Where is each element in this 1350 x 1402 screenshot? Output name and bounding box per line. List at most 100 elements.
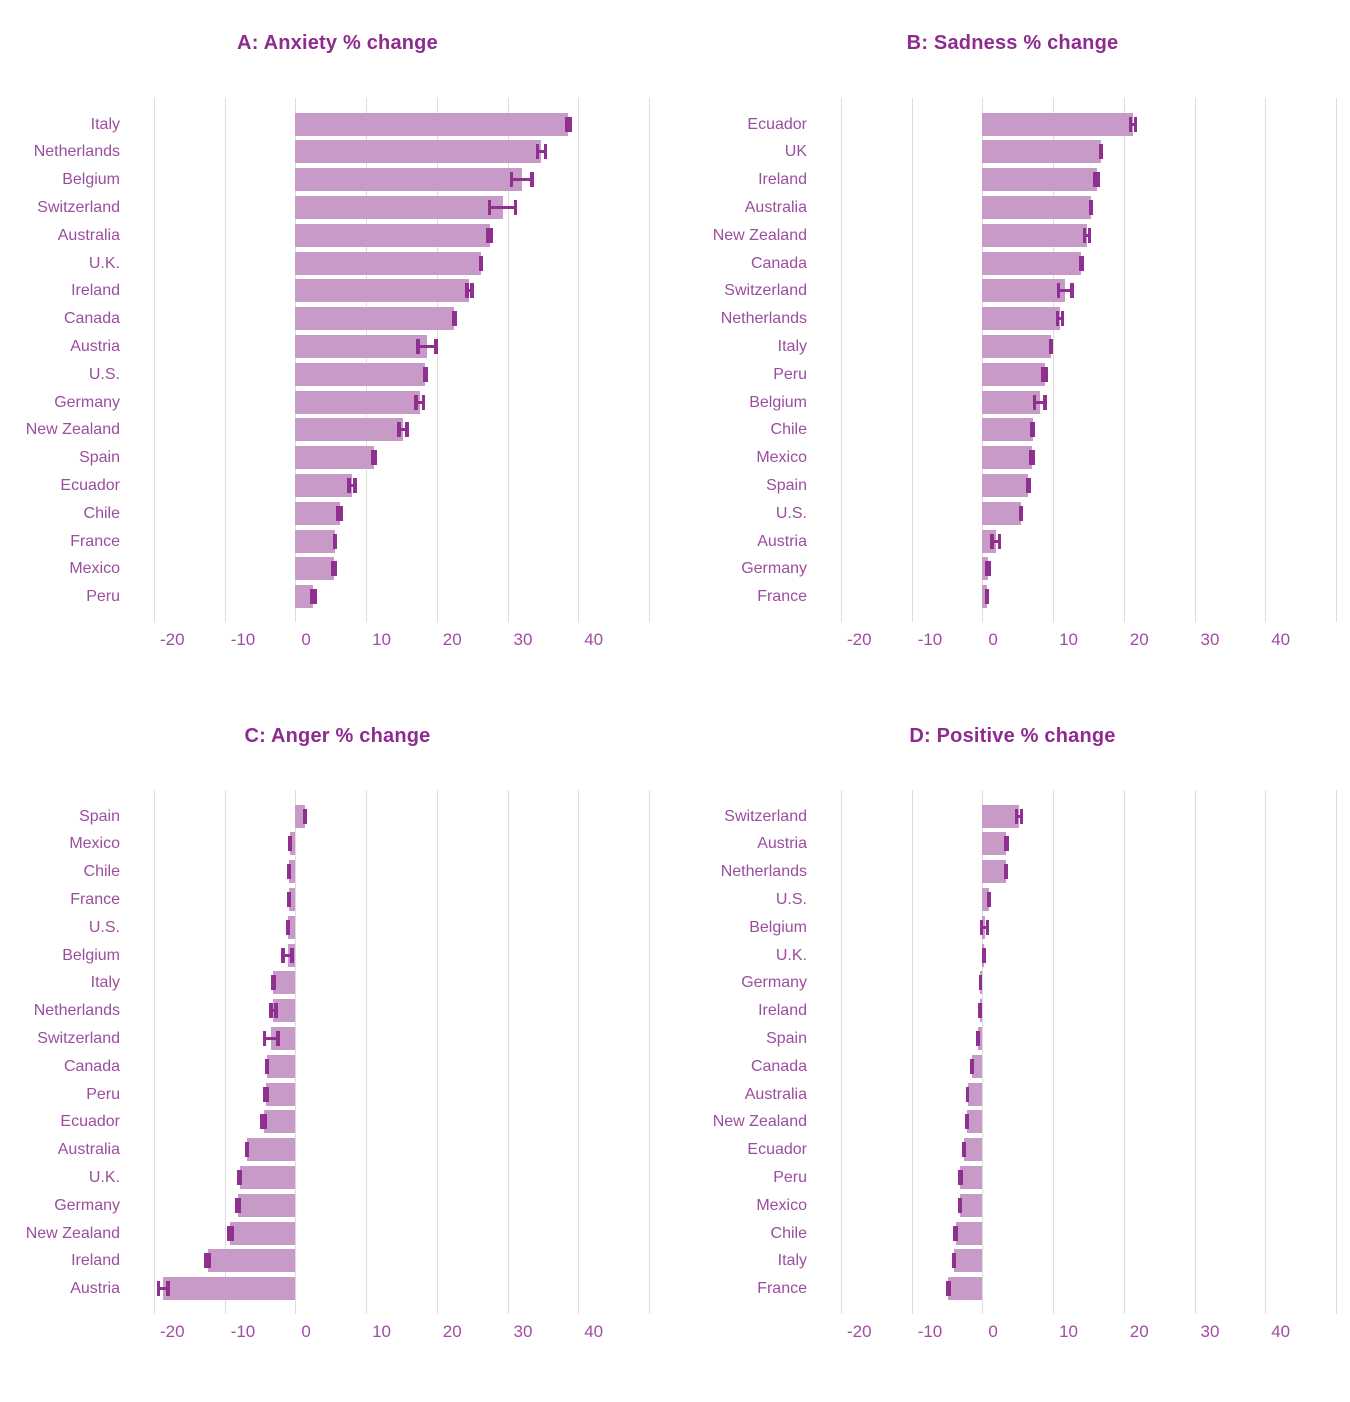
error-bar (281, 953, 294, 957)
gridline (841, 98, 842, 622)
gridline (507, 790, 509, 1314)
error-bar-cap (245, 1142, 250, 1158)
bar-spain (295, 446, 374, 470)
category-label: Germany (741, 974, 807, 992)
gridline (224, 98, 226, 622)
category-label: France (757, 1280, 807, 1298)
gridline (1123, 98, 1125, 622)
error-bar (262, 1036, 280, 1040)
error-bar-cap (451, 311, 456, 327)
error-bar-cap (985, 589, 990, 605)
error-bar-cap (405, 422, 409, 438)
category-label: UK (784, 143, 807, 161)
category-label: Italy (90, 974, 120, 992)
error-bar-cap (985, 561, 989, 577)
panel-anger: C: Anger % change -20 -10 0 10 20 30 40 Spain Me… (0, 700, 675, 1402)
error-bar (336, 511, 344, 515)
tick-label: 30 (513, 629, 533, 649)
category-label: Austria (757, 835, 807, 853)
error-bar-cap (479, 255, 484, 271)
error-bar-cap (987, 891, 991, 907)
error-bar-cap (564, 116, 569, 132)
category-label: Australia (744, 198, 807, 216)
error-bar-cap (990, 533, 994, 549)
error-bar-cap (952, 1253, 957, 1269)
bar-netherlands (273, 999, 296, 1023)
error-bar-cap (416, 338, 420, 354)
bar-switzerland (295, 195, 503, 219)
error-bar-cap (535, 144, 540, 160)
category-label: Spain (79, 449, 120, 467)
tick-label: 10 (1059, 629, 1079, 649)
bar-france (948, 1277, 983, 1301)
bar-canada (295, 307, 455, 331)
error-bar-cap (489, 227, 494, 243)
error-bar-cap (509, 172, 514, 188)
bar-chile (289, 860, 296, 884)
category-label: Ireland (71, 282, 120, 300)
gridline (1194, 790, 1196, 1314)
error-bar-cap (1041, 366, 1045, 382)
gridline (1053, 790, 1055, 1314)
gridline (507, 98, 509, 622)
error-bar-cap (1019, 808, 1024, 824)
error-bar (260, 1120, 268, 1124)
error-bar-cap (286, 919, 290, 935)
gridline (295, 98, 297, 622)
error-bar (1055, 317, 1065, 321)
category-label: New Zealand (25, 421, 120, 439)
category-label: Italy (90, 115, 120, 133)
tick-label: -20 (847, 629, 872, 649)
error-bar-cap (1093, 172, 1097, 188)
tick-label: -20 (160, 1321, 185, 1341)
bar-france (982, 585, 988, 609)
category-label: Ecuador (60, 476, 120, 494)
error-bar-cap (465, 283, 469, 299)
gridline (436, 790, 438, 1314)
bar-italy (982, 334, 1051, 358)
error-bar-cap (543, 144, 548, 160)
error-bar-cap (1056, 283, 1061, 299)
bar-canada (267, 1054, 296, 1078)
gridline (982, 790, 984, 1314)
error-bar-cap (347, 477, 351, 493)
error-bar-cap (265, 1058, 269, 1074)
error-bar (990, 539, 1002, 543)
bar-italy (295, 112, 569, 136)
category-label: U.S. (88, 365, 120, 383)
error-bar-cap (1003, 836, 1008, 852)
category-label: Spain (79, 807, 120, 825)
gridline (911, 98, 913, 622)
tick-label: 10 (372, 1321, 392, 1341)
error-bar-cap (424, 366, 428, 382)
error-bar-cap (235, 1197, 239, 1213)
error-bar-cap (166, 1281, 170, 1297)
tick-label: 0 (988, 629, 998, 649)
category-label: Mexico (756, 449, 807, 467)
category-label: Canada (63, 1057, 120, 1075)
panel-positive-plot: -20 -10 0 10 20 30 40 Switzerland Austria Netherl… (675, 700, 1350, 1402)
bar-italy (954, 1249, 983, 1273)
bar-mexico (982, 446, 1032, 470)
error-bar-cap (487, 199, 492, 215)
error-bar-cap (965, 1086, 970, 1102)
error-bar-cap (260, 1114, 264, 1130)
panel-anxiety: A: Anxiety % change -20 -10 0 10 20 30 40 Italy… (0, 0, 675, 700)
error-bar-cap (1031, 422, 1036, 438)
error-bar (397, 428, 409, 432)
category-label: New Zealand (25, 1224, 120, 1242)
error-bar (309, 595, 317, 599)
panel-anxiety-title: A: Anxiety % change (237, 32, 438, 54)
category-label: Belgium (62, 171, 120, 189)
panel-sadness: B: Sadness % change -20 -10 0 10 20 30 40 Ecuad… (675, 0, 1350, 700)
bar-australia (247, 1138, 296, 1162)
error-bar-cap (982, 947, 986, 963)
error-bar-cap (281, 947, 285, 963)
category-label: Austria (757, 532, 807, 550)
bar-peru (960, 1165, 983, 1189)
category-label: Germany (54, 393, 120, 411)
error-bar-cap (1096, 172, 1101, 188)
bar-ireland (982, 168, 1097, 192)
error-bar-cap (287, 864, 291, 880)
